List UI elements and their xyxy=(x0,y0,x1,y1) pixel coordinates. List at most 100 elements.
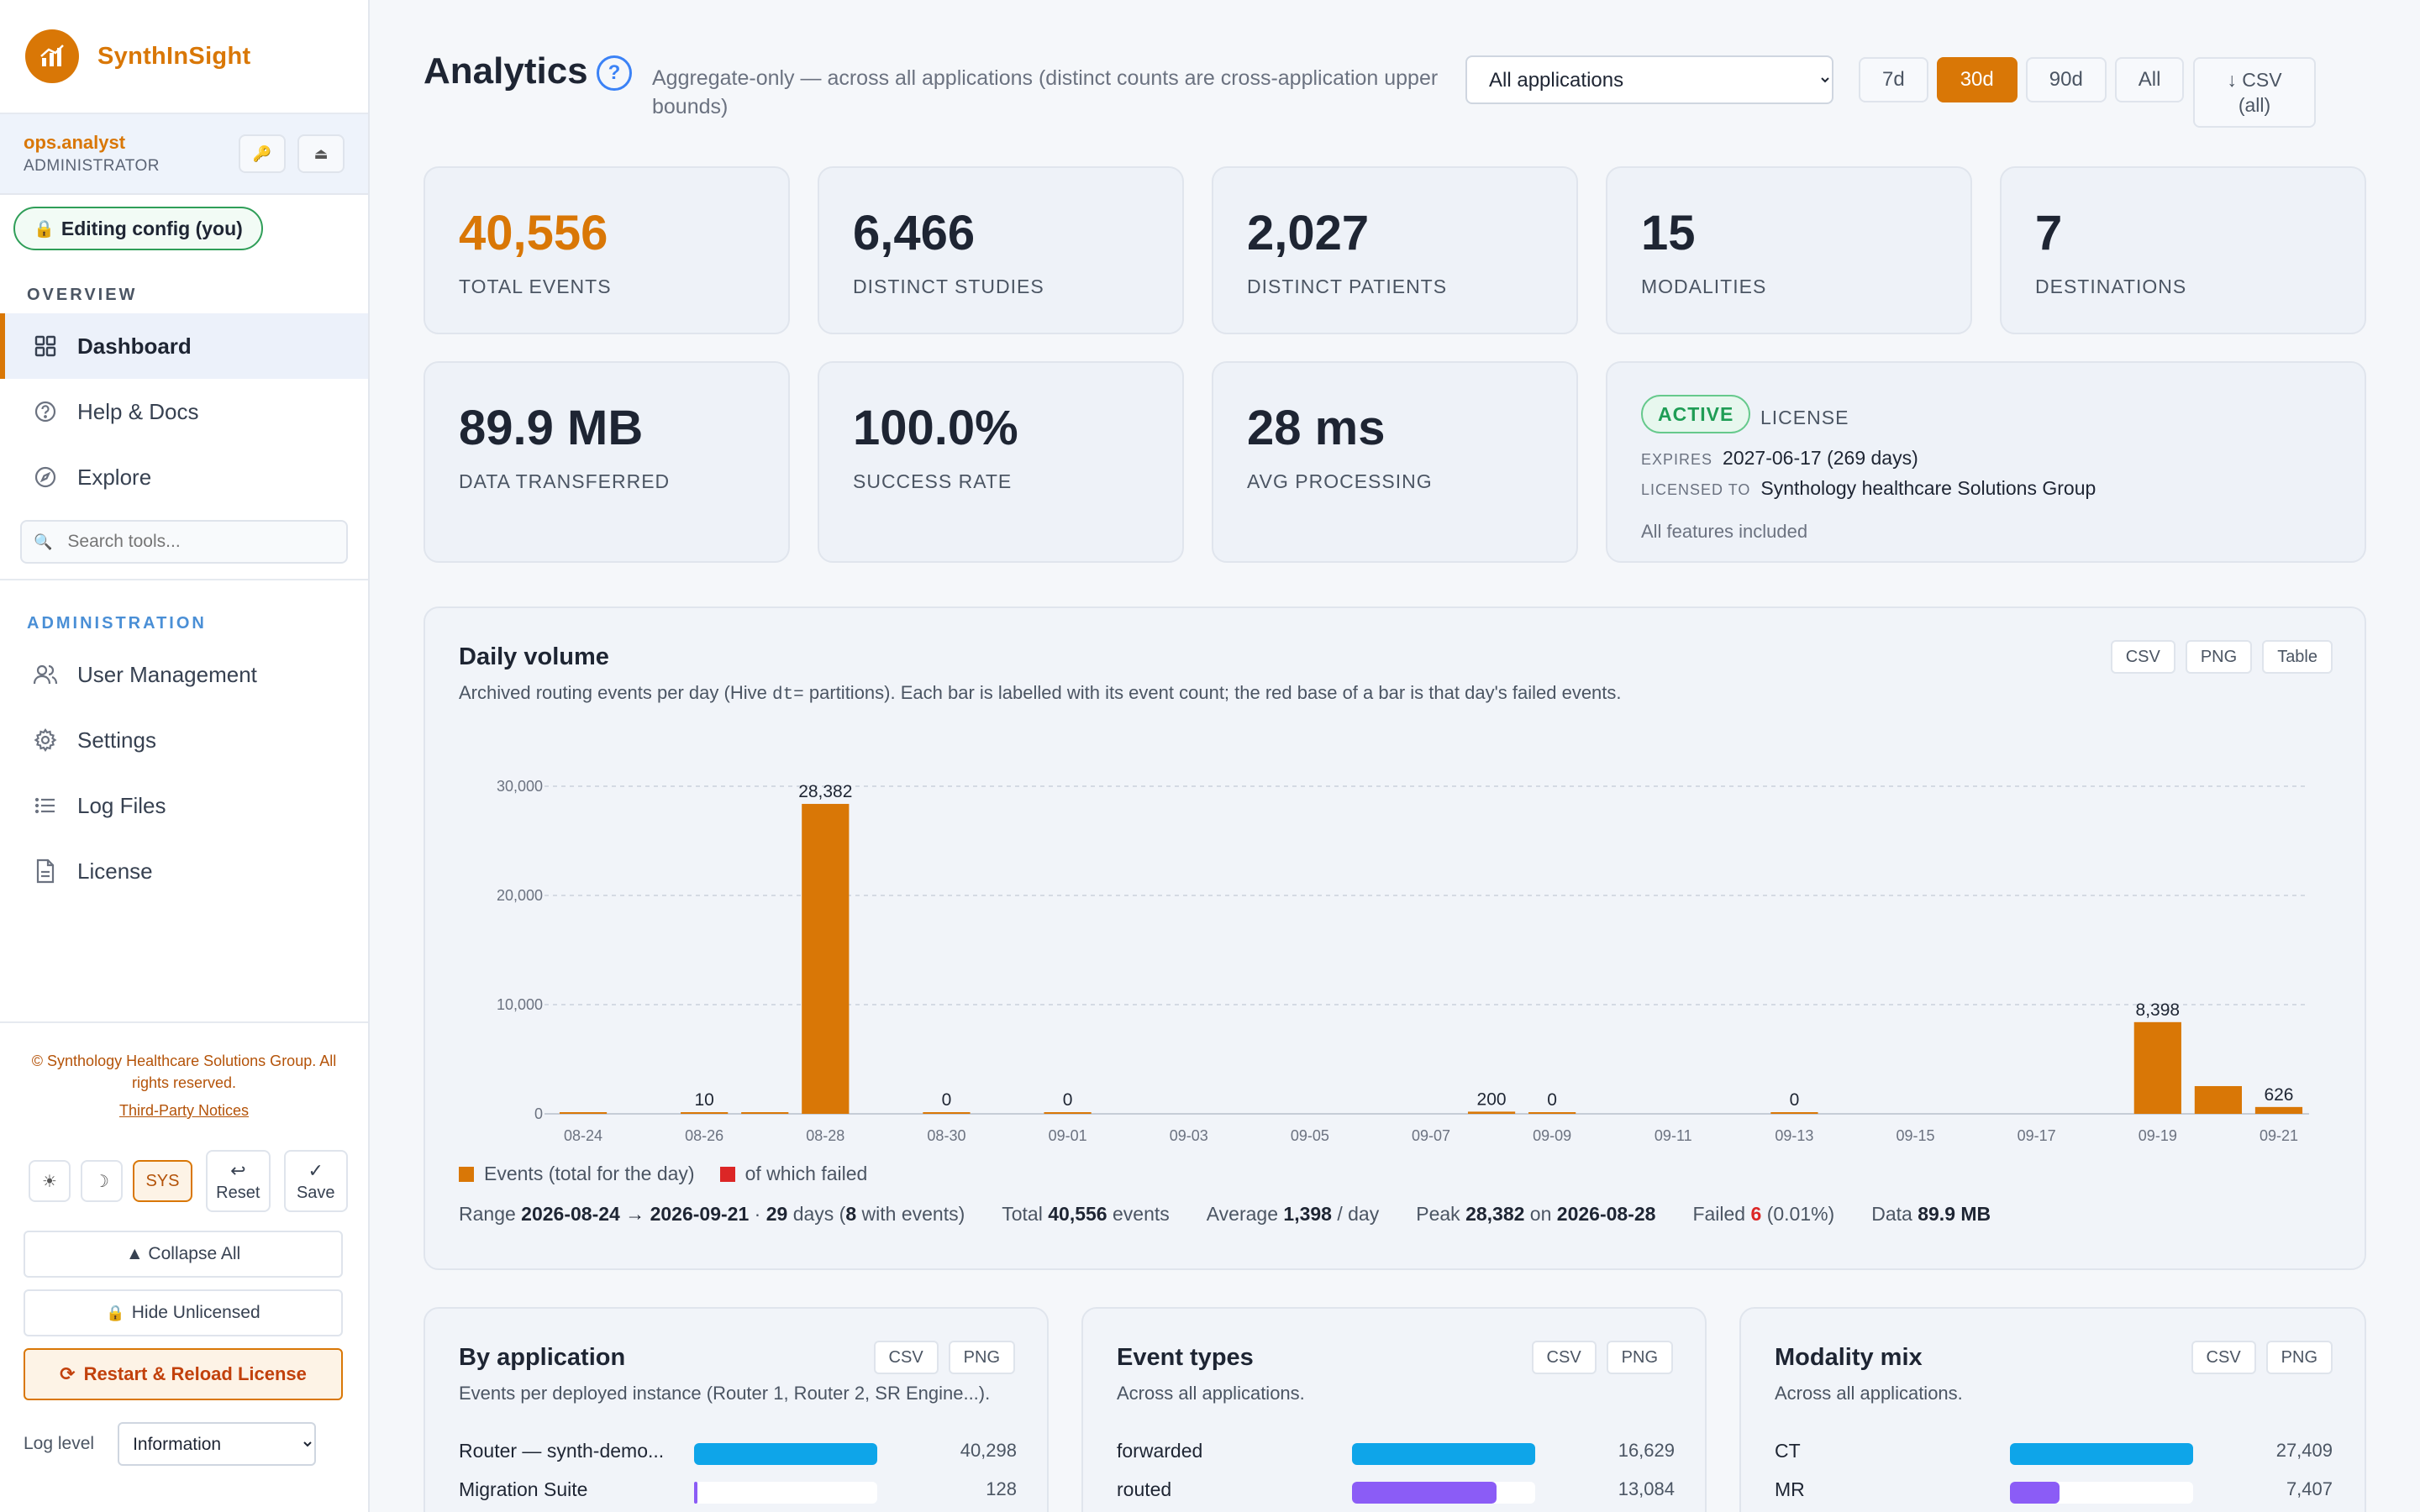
bar xyxy=(681,1112,729,1114)
kpi-data-transferred: 89.9 MB DATA TRANSFERRED xyxy=(424,361,790,563)
rank-value: 128 xyxy=(986,1478,1017,1499)
modality-mix-title: Modality mix xyxy=(1775,1344,1923,1371)
kpi-label: TOTAL EVENTS xyxy=(459,276,612,297)
daily-volume-tools: CSV PNG Table xyxy=(2110,640,2333,674)
editing-config-badge[interactable]: 🔒 Editing config (you) xyxy=(13,207,263,250)
log-level-select[interactable]: Information xyxy=(118,1422,317,1466)
modality-mix-tools: CSV PNG xyxy=(2191,1341,2333,1374)
nav-item-label: Settings xyxy=(77,727,156,753)
eject-icon: ⏏ xyxy=(313,144,329,162)
nav-item-help-docs[interactable]: Help & Docs xyxy=(0,379,368,444)
search-tools[interactable]: 🔍 xyxy=(20,520,348,564)
hide-unlicensed-button[interactable]: 🔒 Hide Unlicensed xyxy=(24,1289,343,1336)
csv-button[interactable]: CSV xyxy=(2110,640,2175,674)
nav-item-explore[interactable]: Explore xyxy=(0,444,368,510)
kpi-distinct-patients: 2,027 DISTINCT PATIENTS xyxy=(1212,166,1578,334)
table-button[interactable]: Table xyxy=(2262,640,2333,674)
nav-item-label: License xyxy=(77,858,153,884)
brand[interactable]: SynthInSight xyxy=(0,0,368,114)
users-icon xyxy=(32,661,59,688)
nav-item-log-files[interactable]: Log Files xyxy=(0,773,368,838)
dark-theme-button[interactable]: ☽ xyxy=(80,1160,123,1202)
restart-reload-license-button[interactable]: ⟳ Restart & Reload License xyxy=(24,1348,343,1400)
system-theme-button[interactable]: SYS xyxy=(132,1160,193,1202)
x-tick-label: 08-26 xyxy=(685,1127,723,1144)
x-tick-label: 08-28 xyxy=(806,1127,844,1144)
rank-row: Router — synth-demo... 40,298 xyxy=(459,1435,1017,1468)
third-party-notices-link[interactable]: Third-Party Notices xyxy=(118,1102,250,1119)
eject-button[interactable]: ⏏ xyxy=(297,134,345,173)
bar xyxy=(1467,1111,1516,1114)
collapse-all-button[interactable]: ▲ Collapse All xyxy=(24,1231,343,1278)
kpi-value: 100.0% xyxy=(853,401,1018,455)
png-button[interactable]: PNG xyxy=(2185,640,2253,674)
kpi-value: 40,556 xyxy=(459,206,608,260)
rank-name: Migration Suite xyxy=(459,1478,588,1500)
compass-icon xyxy=(32,464,59,491)
rank-bar-track xyxy=(2010,1443,2193,1465)
stat-total: Total 40,556 events xyxy=(1002,1203,1170,1225)
kpi-label: AVG PROCESSING xyxy=(1247,470,1433,492)
rank-bar-track xyxy=(694,1482,877,1504)
png-button[interactable]: PNG xyxy=(948,1341,1015,1374)
y-tick-label: 0 xyxy=(534,1105,543,1122)
stat-peak: Peak 28,382 on 2026-08-28 xyxy=(1416,1203,1656,1225)
search-tools-input[interactable] xyxy=(67,532,334,552)
user-box: ops.analyst ADMINISTRATOR 🔑 ⏏ xyxy=(0,114,368,195)
light-theme-button[interactable]: ☀ xyxy=(29,1160,71,1202)
nav-item-user-management[interactable]: User Management xyxy=(0,642,368,707)
x-tick-label: 09-07 xyxy=(1412,1127,1450,1144)
csv-button[interactable]: CSV xyxy=(1531,1341,1597,1374)
save-button[interactable]: ✓ Save xyxy=(283,1150,348,1212)
nav-item-settings[interactable]: Settings xyxy=(0,707,368,773)
legend-swatch-red xyxy=(719,1167,735,1182)
subtitle-part: Archived routing events per day (Hive xyxy=(459,682,772,703)
rank-value: 7,407 xyxy=(2286,1478,2333,1499)
license-licensed-to: LICENSED TO Synthology healthcare Solutio… xyxy=(1641,477,2096,500)
kpi-value: 6,466 xyxy=(853,206,976,260)
application-select[interactable]: All applications xyxy=(1465,55,1833,104)
nav-item-license[interactable]: License xyxy=(0,838,368,904)
key-button[interactable]: 🔑 xyxy=(239,134,286,173)
grid-icon xyxy=(32,333,59,360)
png-button[interactable]: PNG xyxy=(2265,1341,2333,1374)
csv-all-sub: (all) xyxy=(2238,94,2271,116)
range-90d-button[interactable]: 90d xyxy=(2025,57,2107,102)
png-button[interactable]: PNG xyxy=(1606,1341,1673,1374)
kpi-success-rate: 100.0% SUCCESS RATE xyxy=(818,361,1184,563)
nav-item-label: Log Files xyxy=(77,792,166,818)
modality-mix-subtitle: Across all applications. xyxy=(1775,1383,1963,1404)
csv-button[interactable]: CSV xyxy=(873,1341,939,1374)
list-icon xyxy=(32,792,59,819)
bar-data-label: 0 xyxy=(942,1090,952,1110)
subtitle-code: dt= xyxy=(771,685,804,705)
sidebar: SynthInSight ops.analyst ADMINISTRATOR 🔑… xyxy=(0,0,370,1512)
range-7d-button[interactable]: 7d xyxy=(1859,57,1928,102)
stat-value: 1,398 xyxy=(1283,1203,1332,1225)
reset-button[interactable]: ↩ Reset xyxy=(206,1150,271,1212)
reset-label: Reset xyxy=(216,1183,260,1202)
help-question-icon[interactable]: ? xyxy=(597,55,632,91)
stat-value: 40,556 xyxy=(1048,1203,1107,1225)
bar xyxy=(2133,1021,2181,1114)
rank-name: Router — synth-demo... xyxy=(459,1440,665,1462)
kpi-label: MODALITIES xyxy=(1641,276,1767,297)
license-features: All features included xyxy=(1641,521,1808,542)
range-all-button[interactable]: All xyxy=(2114,57,2185,102)
license-to-key: LICENSED TO xyxy=(1641,481,1751,498)
lock-icon: 🔒 xyxy=(106,1304,125,1321)
kpi-label: SUCCESS RATE xyxy=(853,470,1013,492)
nav-item-dashboard[interactable]: Dashboard xyxy=(0,313,368,379)
stat-label: Range xyxy=(459,1203,516,1225)
kpi-value: 2,027 xyxy=(1247,206,1370,260)
legend-label: Events (total for the day) xyxy=(484,1163,695,1184)
rank-bar-track xyxy=(694,1443,877,1465)
event-types-subtitle: Across all applications. xyxy=(1117,1383,1305,1404)
user-role: ADMINISTRATOR xyxy=(24,157,160,175)
stat-data: Data 89.9 MB xyxy=(1871,1203,1991,1226)
document-icon xyxy=(32,858,59,885)
range-30d-button[interactable]: 30d xyxy=(1936,57,2018,102)
csv-button[interactable]: CSV xyxy=(2191,1341,2256,1374)
page-subtitle: Aggregate-only — across all applications… xyxy=(652,66,1439,118)
csv-all-button[interactable]: ↓ CSV (all) xyxy=(2193,57,2316,128)
